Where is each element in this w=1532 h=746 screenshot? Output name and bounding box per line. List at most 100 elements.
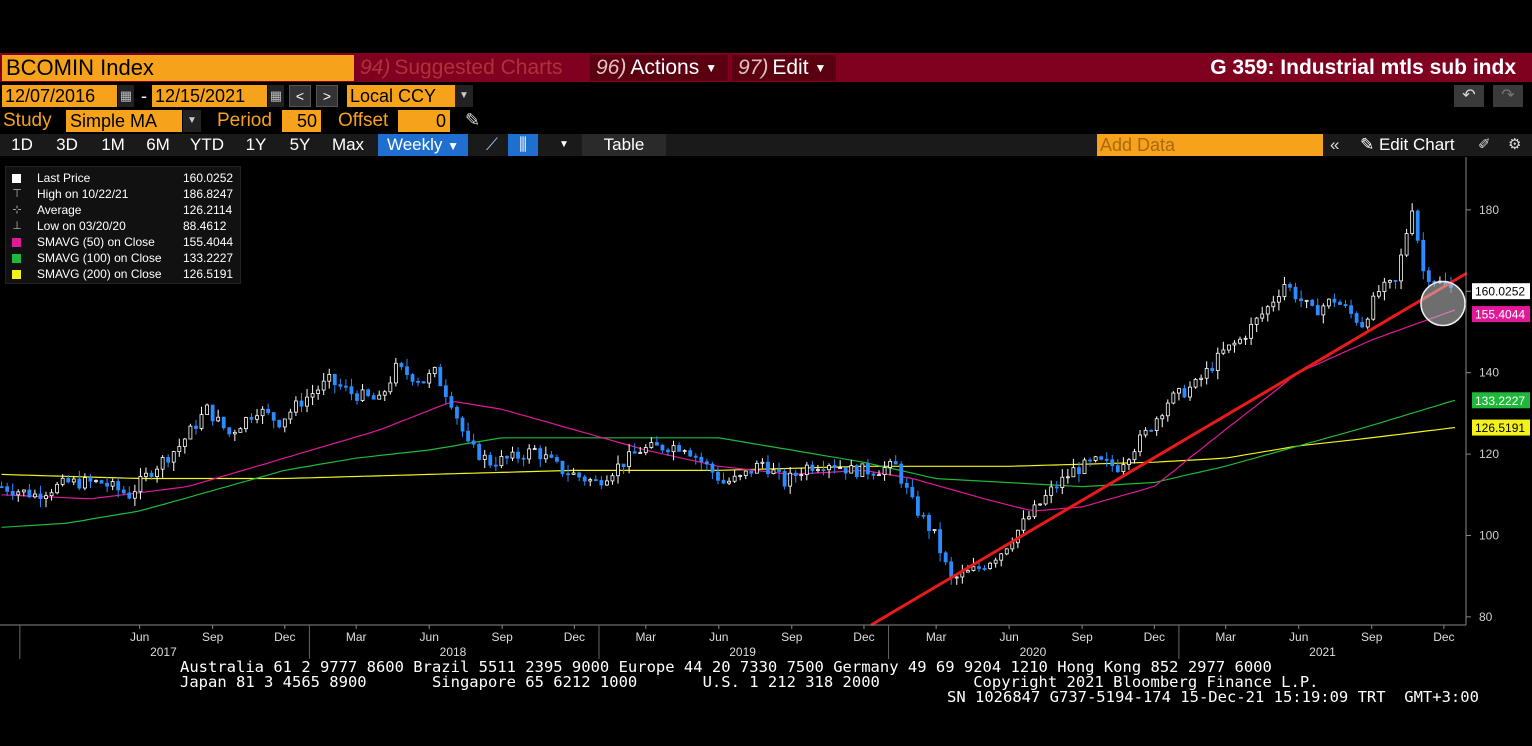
tab-1m[interactable]: 1M	[101, 135, 125, 154]
candle-body	[838, 467, 843, 470]
candle-body	[277, 419, 282, 428]
candle-body	[132, 491, 137, 499]
candle-body	[710, 463, 715, 473]
candle-body	[121, 489, 126, 494]
candle-body	[1321, 305, 1326, 316]
tab-ytd[interactable]: YTD	[190, 135, 224, 154]
candle-body	[555, 457, 559, 462]
candle-body	[1154, 418, 1159, 431]
actions-menu[interactable]: 96) Actions ▼	[590, 55, 728, 81]
candle-body	[460, 417, 465, 432]
pencil-icon: ✎	[1360, 135, 1379, 154]
candle-body	[238, 428, 243, 433]
legend-value: 160.0252	[183, 171, 234, 185]
footer-contacts-line1: Australia 61 2 9777 8600 Brazil 5511 239…	[180, 658, 1272, 676]
candle-body	[571, 472, 576, 475]
candle-body	[588, 479, 593, 482]
candle-body	[871, 473, 876, 476]
next-period-button[interactable]: >	[316, 85, 338, 107]
chevron-down-icon[interactable]: ▼	[183, 110, 201, 132]
edit-menu[interactable]: 97) Edit ▼	[732, 55, 836, 81]
legend-swatch	[12, 174, 21, 183]
tab-1y[interactable]: 1Y	[245, 135, 267, 154]
candle-body	[88, 477, 93, 482]
candle-body	[1332, 298, 1337, 303]
undo-button[interactable]: ↶	[1454, 85, 1484, 107]
calendar-icon[interactable]: ▦	[268, 85, 284, 107]
add-data-input[interactable]: Add Data	[1097, 134, 1323, 156]
x-tick-label: Sep	[202, 630, 224, 644]
candle-body	[910, 486, 915, 498]
chevron-down-icon[interactable]: ▼	[559, 139, 569, 150]
table-button[interactable]: Table	[582, 134, 666, 156]
candle-body	[866, 463, 870, 475]
redo-button[interactable]: ↷	[1493, 85, 1523, 107]
highlight-circle	[1420, 280, 1466, 327]
sma50-tag: 155.4044	[1475, 308, 1525, 322]
tab-6m[interactable]: 6M	[146, 135, 170, 154]
x-tick-label: Sep	[1071, 630, 1093, 644]
candle-body	[988, 562, 992, 569]
candle-body	[577, 472, 582, 478]
prev-period-button[interactable]: <	[289, 85, 311, 107]
tab-weekly[interactable]: Weekly ▼	[378, 134, 468, 156]
candle-body	[1260, 313, 1265, 319]
candle-body	[1054, 486, 1059, 489]
tab-3d[interactable]: 3D	[56, 135, 78, 154]
legend-row-sma50: SMAVG (50) on Close 155.4044	[6, 234, 240, 250]
line-chart-icon[interactable]: ⟋	[486, 135, 498, 154]
tab-max[interactable]: Max	[331, 135, 365, 154]
candle-body	[688, 450, 693, 457]
annotate-icon[interactable]: ✐	[1478, 136, 1491, 153]
suggested-num: 94)	[360, 56, 391, 79]
tab-5y[interactable]: 5Y	[289, 135, 311, 154]
candlestick-icon[interactable]: ⫼	[508, 134, 538, 156]
candle-body	[949, 561, 954, 578]
candle-body	[977, 566, 981, 569]
candle-body	[127, 492, 132, 499]
candle-body	[60, 477, 65, 485]
end-date-field[interactable]: 12/15/2021	[152, 85, 267, 107]
x-tick-label: Sep	[492, 630, 514, 644]
pencil-icon[interactable]: ✎	[465, 110, 481, 130]
legend-name: SMAVG (100) on Close	[37, 251, 162, 265]
candle-body	[94, 480, 98, 482]
candle-body	[932, 529, 937, 532]
candle-body	[904, 482, 909, 488]
candle-body	[1315, 305, 1320, 316]
x-tick-label: Dec	[1433, 630, 1454, 644]
candle-body	[1210, 368, 1215, 371]
legend-swatch	[12, 238, 21, 247]
collapse-icon[interactable]: «	[1330, 135, 1340, 154]
ticker-field[interactable]: BCOMIN Index	[2, 55, 354, 81]
candle-body	[194, 425, 198, 429]
x-year-label: 2017	[150, 645, 177, 659]
x-tick-label: Jun	[130, 630, 149, 644]
legend-swatch	[12, 254, 21, 263]
candle-body	[210, 404, 215, 422]
candle-body	[610, 475, 615, 482]
currency-select[interactable]: Local CCY	[347, 85, 455, 107]
candle-body	[1221, 349, 1226, 354]
candle-body	[1299, 298, 1303, 302]
candle-body	[854, 465, 859, 478]
candle-body	[16, 491, 21, 496]
period-input[interactable]: 50	[282, 110, 321, 132]
study-select[interactable]: Simple MA	[66, 110, 182, 132]
suggested-charts-menu[interactable]: 94) Suggested Charts	[360, 55, 586, 81]
candle-body	[10, 490, 15, 496]
offset-input[interactable]: 0	[398, 110, 450, 132]
gear-icon[interactable]: ⚙	[1508, 136, 1522, 153]
chevron-down-icon[interactable]: ▼	[455, 85, 473, 107]
candle-body	[244, 417, 248, 430]
start-date-field[interactable]: 12/07/2016	[2, 85, 117, 107]
x-tick-label: Jun	[999, 630, 1018, 644]
edit-chart-button[interactable]: ✎ Edit Chart	[1360, 134, 1455, 156]
candle-body	[605, 480, 609, 486]
candle-body	[1121, 464, 1126, 472]
footer-contacts-line2: Japan 81 3 4565 8900 Singapore 65 6212 1…	[180, 673, 1319, 691]
candle-body	[1382, 281, 1387, 293]
tab-1d[interactable]: 1D	[11, 135, 33, 154]
candle-body	[416, 380, 420, 383]
calendar-icon[interactable]: ▦	[118, 85, 134, 107]
